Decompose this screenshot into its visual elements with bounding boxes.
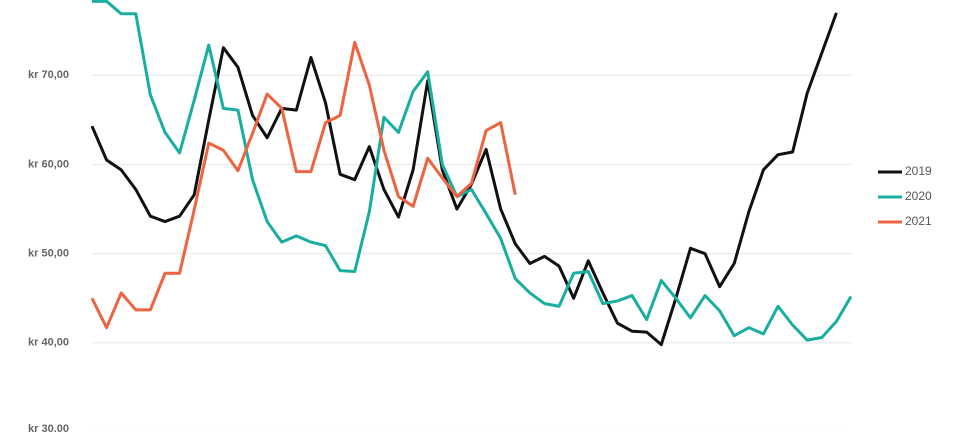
y-tick-label: kr 30,00 xyxy=(28,423,69,432)
legend-label: 2019 xyxy=(905,164,932,178)
y-tick-label: kr 50,00 xyxy=(28,248,69,260)
y-tick-label: kr 70,00 xyxy=(28,69,69,81)
series-line xyxy=(90,12,838,347)
series-line xyxy=(92,0,853,342)
legend-label: 2021 xyxy=(905,214,932,228)
y-tick-label: kr 40,00 xyxy=(28,337,69,349)
legend-label: 2020 xyxy=(905,189,932,203)
series-line xyxy=(90,40,517,330)
y-tick-label: kr 60,00 xyxy=(28,158,69,170)
